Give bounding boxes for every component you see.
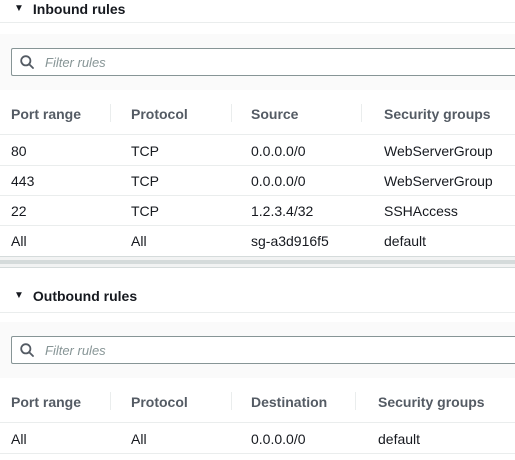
cell-protocol: TCP (131, 173, 159, 189)
inbound-rules-title: Inbound rules (32, 1, 126, 17)
divider (0, 312, 515, 313)
cell-security-group: SSHAccess (384, 203, 458, 219)
column-header-source[interactable]: Source (251, 106, 299, 122)
search-icon (20, 55, 34, 69)
column-header-security-groups[interactable]: Security groups (384, 106, 491, 122)
outbound-rules-header[interactable]: ▼ Outbound rules (0, 287, 515, 305)
outbound-filter-input[interactable] (45, 337, 515, 363)
cell-port-range: 22 (11, 203, 27, 219)
column-separator (361, 104, 362, 122)
column-header-port-range[interactable]: Port range (11, 394, 82, 410)
inbound-rules-header[interactable]: ▼ Inbound rules (0, 0, 515, 18)
caret-down-icon: ▼ (14, 3, 24, 14)
caret-down-icon: ▼ (14, 290, 24, 301)
column-separator (110, 104, 111, 122)
cell-source: 0.0.0.0/0 (251, 143, 306, 159)
column-separator (110, 392, 111, 410)
search-icon (20, 343, 34, 357)
cell-source: sg-a3d916f5 (251, 233, 329, 249)
header-row-divider (0, 422, 515, 423)
table-row-divider (0, 225, 515, 226)
cell-port-range: 443 (11, 173, 35, 189)
cell-port-range: 80 (11, 143, 27, 159)
inbound-filter-box[interactable] (11, 48, 515, 76)
cell-security-group: WebServerGroup (384, 173, 493, 189)
column-header-destination[interactable]: Destination (251, 394, 328, 410)
cell-source: 1.2.3.4/32 (251, 203, 314, 219)
divider (0, 22, 515, 23)
outbound-rules-title: Outbound rules (32, 288, 138, 304)
cell-security-group: default (378, 431, 421, 447)
cell-security-group: WebServerGroup (384, 143, 493, 159)
table-row-divider (0, 195, 515, 196)
cell-security-group: default (384, 233, 427, 249)
outbound-filter-box[interactable] (11, 336, 515, 364)
cell-protocol: TCP (131, 143, 159, 159)
column-separator (355, 392, 356, 410)
column-header-protocol[interactable]: Protocol (131, 394, 188, 410)
cell-protocol: TCP (131, 203, 159, 219)
column-header-port-range[interactable]: Port range (11, 106, 82, 122)
cell-destination: 0.0.0.0/0 (251, 431, 306, 447)
table-row-divider (0, 165, 515, 166)
header-row-divider (0, 134, 515, 135)
column-header-security-groups[interactable]: Security groups (378, 394, 485, 410)
cell-source: 0.0.0.0/0 (251, 173, 306, 189)
column-header-protocol[interactable]: Protocol (131, 106, 188, 122)
column-separator (231, 104, 232, 122)
cell-port-range: All (11, 233, 27, 249)
column-separator (231, 392, 232, 410)
cell-protocol: All (131, 431, 147, 447)
panel-resize-divider[interactable] (0, 256, 515, 268)
cell-port-range: All (11, 431, 27, 447)
table-row-divider (0, 453, 515, 454)
inbound-filter-input[interactable] (45, 49, 515, 75)
cell-protocol: All (131, 233, 147, 249)
divider-handle (0, 260, 515, 264)
